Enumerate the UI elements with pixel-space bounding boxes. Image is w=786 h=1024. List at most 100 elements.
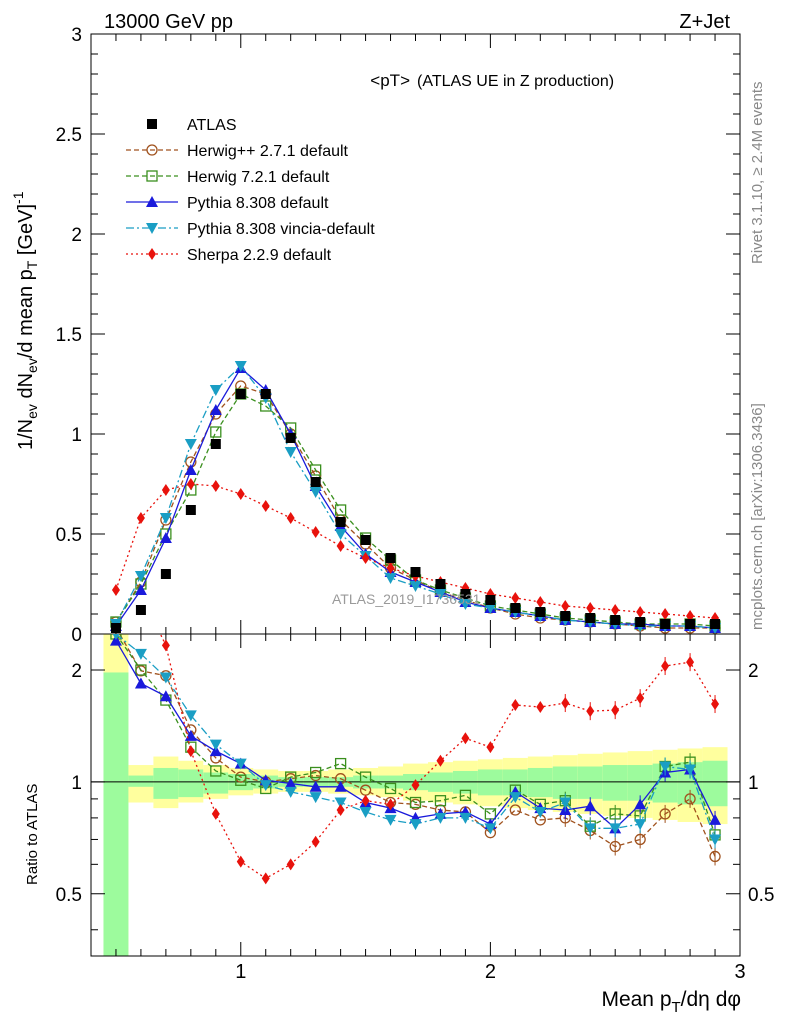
ratio-point <box>459 812 472 824</box>
data-point <box>161 484 170 496</box>
data-point <box>136 512 145 524</box>
stat-uncertainty-band <box>178 769 204 798</box>
ratio-point <box>684 764 697 776</box>
data-point <box>661 608 670 620</box>
legend: ATLAS Herwig++ 2.7.1 default Herwig 7.2.1 … <box>126 117 375 264</box>
ratio-point <box>411 779 420 792</box>
data-point <box>511 592 520 604</box>
data-point <box>134 571 147 582</box>
data-point <box>110 623 121 633</box>
ratio-point <box>609 808 621 820</box>
ratio-point <box>536 701 545 714</box>
ratio-point <box>436 754 445 767</box>
legend-item-herwig-7-2-1-default: Herwig 7.2.1 default <box>126 169 330 186</box>
ratio-point <box>211 807 220 820</box>
ratio-point <box>334 797 347 809</box>
data-point <box>410 567 421 577</box>
ratio-point <box>334 780 347 792</box>
stat-uncertainty-band <box>627 765 653 801</box>
ratio-point <box>561 697 570 710</box>
ratio-point <box>459 789 472 801</box>
data-point <box>386 562 395 574</box>
ratio-point <box>684 793 696 805</box>
data-point <box>460 589 471 599</box>
ratio-point <box>109 634 122 646</box>
ratio-point <box>409 819 422 831</box>
ratio-point <box>210 765 222 777</box>
x-axis-label: Mean pT/dη dφ <box>601 988 741 1016</box>
data-point <box>334 504 347 516</box>
data-point <box>311 526 320 538</box>
ratio-point <box>334 757 347 770</box>
data-point <box>536 596 545 608</box>
tick-labels: 0 0.5 1 1.5 2 2.5 3 1 2 3 0.5 0.5 1 1 2 2 <box>56 25 775 983</box>
ratio-point <box>159 690 172 702</box>
ratio-point <box>559 797 572 809</box>
legend-marker <box>146 196 158 207</box>
ratio-point <box>434 795 447 807</box>
rivet-label: Rivet 3.1.10, ≥ 2.4M events <box>749 82 766 265</box>
ratio-point <box>135 664 147 676</box>
ratio-point <box>112 634 120 640</box>
data-point <box>310 464 322 476</box>
data-point <box>111 584 120 596</box>
data-point <box>334 529 347 540</box>
ratio-tick-label-right: 2 <box>748 661 759 682</box>
stat-uncertainty-band <box>577 766 603 799</box>
legend-item-pythia-8-308-vincia-default: Pythia 8.308 vincia-default <box>126 221 375 238</box>
ratio-point <box>711 698 720 711</box>
data-point <box>434 589 447 600</box>
analysis-watermark: ATLAS_2019_I1736531 <box>332 591 481 607</box>
ratio-point <box>584 800 597 812</box>
mcplots-label: mcplots.cern.ch [arXiv:1306.3436] <box>749 403 766 630</box>
legend-item-atlas: ATLAS <box>147 117 237 134</box>
ratio-point <box>309 780 322 792</box>
ratio-point <box>186 745 195 758</box>
ratio-point <box>311 835 320 848</box>
ratio-point <box>709 834 722 846</box>
ratio-point <box>686 656 695 669</box>
y-tick-label: 1 <box>71 425 82 446</box>
ratio-point <box>509 804 521 816</box>
process-label: Z+Jet <box>679 11 730 33</box>
data-point <box>636 606 645 618</box>
data-point <box>285 433 296 443</box>
ratio-point <box>134 648 147 660</box>
y-axis-label: 1/Nev dNev/d mean pT [GeV]-1 <box>10 191 40 450</box>
ratio-point <box>336 804 345 817</box>
axes <box>90 33 741 957</box>
data-point <box>610 615 621 625</box>
data-point <box>210 439 221 449</box>
ratio-point <box>361 794 370 807</box>
ratio-point <box>486 741 495 754</box>
y-tick-label: 0 <box>71 625 82 646</box>
ratio-point <box>310 766 322 779</box>
legend-item-herwig-2-7-1-default: Herwig++ 2.7.1 default <box>126 143 349 160</box>
ratio-point <box>511 699 520 712</box>
ratio-tick-label-left: 0.5 <box>56 885 82 906</box>
ratio-y-axis-label: Ratio to ATLAS <box>24 784 41 885</box>
ratio-point <box>184 710 197 722</box>
data-point <box>209 385 222 396</box>
data-point <box>384 573 397 584</box>
ratio-point <box>611 704 620 717</box>
stat-uncertainty-band <box>602 765 628 801</box>
ratio-point <box>386 798 395 811</box>
ratio-point <box>609 823 622 835</box>
legend-marker <box>148 248 156 260</box>
data-point <box>561 600 570 612</box>
y-tick-label: 2.5 <box>56 125 82 146</box>
ratio-point <box>161 639 170 652</box>
data-point <box>160 569 171 579</box>
ratio-point <box>434 812 447 824</box>
data-point <box>134 584 147 595</box>
ratio-point <box>209 745 222 757</box>
legend-label: Pythia 8.308 default <box>187 195 329 212</box>
ratio-point <box>409 796 422 809</box>
data-point <box>310 477 321 487</box>
data-point <box>235 389 246 399</box>
data-point <box>309 487 322 498</box>
chart-title-sub: (ATLAS UE in Z production) <box>417 73 614 90</box>
data-point <box>184 439 197 450</box>
ratio-point <box>534 806 547 818</box>
